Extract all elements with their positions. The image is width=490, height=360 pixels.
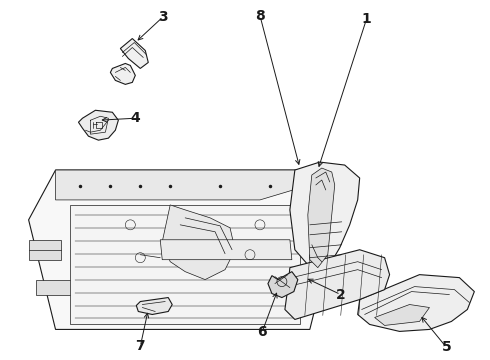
Text: 1: 1 bbox=[362, 12, 371, 26]
Polygon shape bbox=[308, 168, 335, 268]
Polygon shape bbox=[268, 272, 298, 298]
Text: 6: 6 bbox=[257, 325, 267, 339]
Polygon shape bbox=[358, 275, 474, 332]
Polygon shape bbox=[28, 240, 61, 260]
Polygon shape bbox=[55, 170, 310, 200]
Polygon shape bbox=[290, 162, 360, 270]
Polygon shape bbox=[285, 250, 390, 319]
Polygon shape bbox=[71, 205, 300, 324]
Text: 3: 3 bbox=[158, 10, 168, 24]
Polygon shape bbox=[160, 240, 292, 260]
Polygon shape bbox=[136, 298, 172, 315]
Polygon shape bbox=[375, 305, 429, 325]
Polygon shape bbox=[28, 170, 340, 329]
Text: 7: 7 bbox=[136, 339, 145, 354]
Polygon shape bbox=[110, 63, 135, 84]
Text: 5: 5 bbox=[441, 340, 451, 354]
Polygon shape bbox=[162, 205, 235, 280]
Text: 2: 2 bbox=[336, 288, 345, 302]
Polygon shape bbox=[121, 39, 148, 68]
Text: 8: 8 bbox=[255, 9, 265, 23]
Polygon shape bbox=[36, 280, 75, 294]
Polygon shape bbox=[78, 110, 119, 140]
Text: 4: 4 bbox=[130, 111, 140, 125]
